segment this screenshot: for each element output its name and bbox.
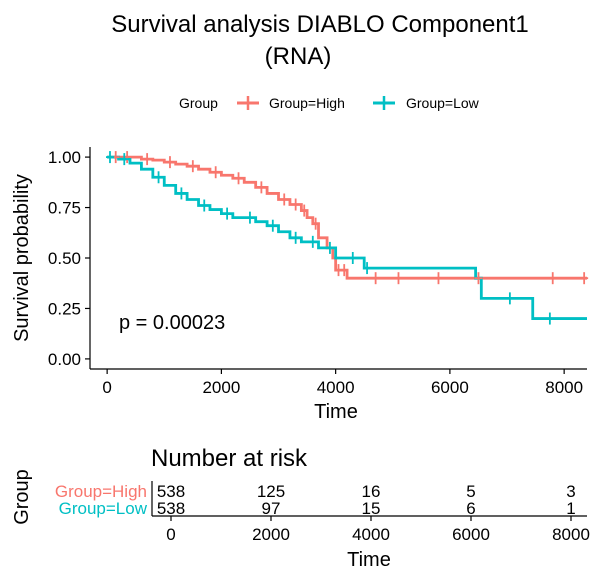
risk-x-tick-label: 8000 xyxy=(552,525,590,544)
risk-row-label-low: Group=Low xyxy=(59,499,148,518)
risk-counts: 538 125 16 5 3 538 97 15 6 1 xyxy=(157,482,576,518)
risk-x-tick-label: 0 xyxy=(166,525,175,544)
y-axis-ticks: 0.00 0.25 0.50 0.75 1.00 xyxy=(48,148,90,369)
risk-count: 16 xyxy=(362,482,381,501)
p-value-label: p = 0.00023 xyxy=(119,312,225,334)
y-axis-title: Survival probability xyxy=(11,174,33,342)
risk-x-tick-label: 4000 xyxy=(352,525,390,544)
risk-y-axis-title: Group xyxy=(11,469,33,525)
risk-count: 5 xyxy=(466,482,475,501)
y-tick-label: 0.50 xyxy=(48,249,81,268)
legend: Group Group=High Group=Low xyxy=(179,95,480,111)
x-axis-title: Time xyxy=(314,401,358,423)
survival-line-low xyxy=(107,155,587,320)
x-tick-label: 6000 xyxy=(431,378,469,397)
x-axis-ticks: 0 2000 4000 6000 8000 xyxy=(102,369,583,397)
legend-key-low xyxy=(373,96,395,110)
chart-title-line-1: Survival analysis DIABLO Component1 xyxy=(111,11,529,38)
risk-table-title: Number at risk xyxy=(151,445,308,472)
survival-plot: 0.00 0.25 0.50 0.75 1.00 0 2000 4000 6000 8000 xyxy=(48,147,589,397)
survival-line-high xyxy=(107,155,587,280)
y-tick-label: 0.00 xyxy=(48,350,81,369)
x-tick-label: 8000 xyxy=(545,378,583,397)
legend-title: Group xyxy=(179,95,218,111)
risk-count: 538 xyxy=(157,482,185,501)
x-tick-label: 0 xyxy=(102,378,111,397)
risk-count: 97 xyxy=(262,499,281,518)
risk-count: 6 xyxy=(466,499,475,518)
risk-x-axis-title: Time xyxy=(347,549,391,571)
risk-x-axis-ticks: 0 2000 4000 6000 8000 xyxy=(166,516,590,544)
legend-label-low: Group=Low xyxy=(406,95,480,111)
x-tick-label: 2000 xyxy=(202,378,240,397)
survival-curves xyxy=(107,155,587,320)
y-tick-label: 0.75 xyxy=(48,199,81,218)
x-tick-label: 4000 xyxy=(317,378,355,397)
risk-row-label-high: Group=High xyxy=(55,482,147,501)
risk-table: Group=High Group=Low 538 125 16 5 3 538 97 15 6 1… xyxy=(55,481,590,544)
y-tick-label: 0.25 xyxy=(48,299,81,318)
legend-label-high: Group=High xyxy=(269,95,345,111)
risk-count: 3 xyxy=(566,482,575,501)
censor-marks xyxy=(105,151,589,325)
risk-count: 15 xyxy=(362,499,381,518)
risk-count: 538 xyxy=(157,499,185,518)
legend-key-high xyxy=(237,96,259,110)
risk-count: 125 xyxy=(257,482,285,501)
y-tick-label: 1.00 xyxy=(48,148,81,167)
risk-x-tick-label: 6000 xyxy=(452,525,490,544)
risk-x-tick-label: 2000 xyxy=(252,525,290,544)
chart-title-line-2: (RNA) xyxy=(265,43,332,70)
risk-count: 1 xyxy=(566,499,575,518)
